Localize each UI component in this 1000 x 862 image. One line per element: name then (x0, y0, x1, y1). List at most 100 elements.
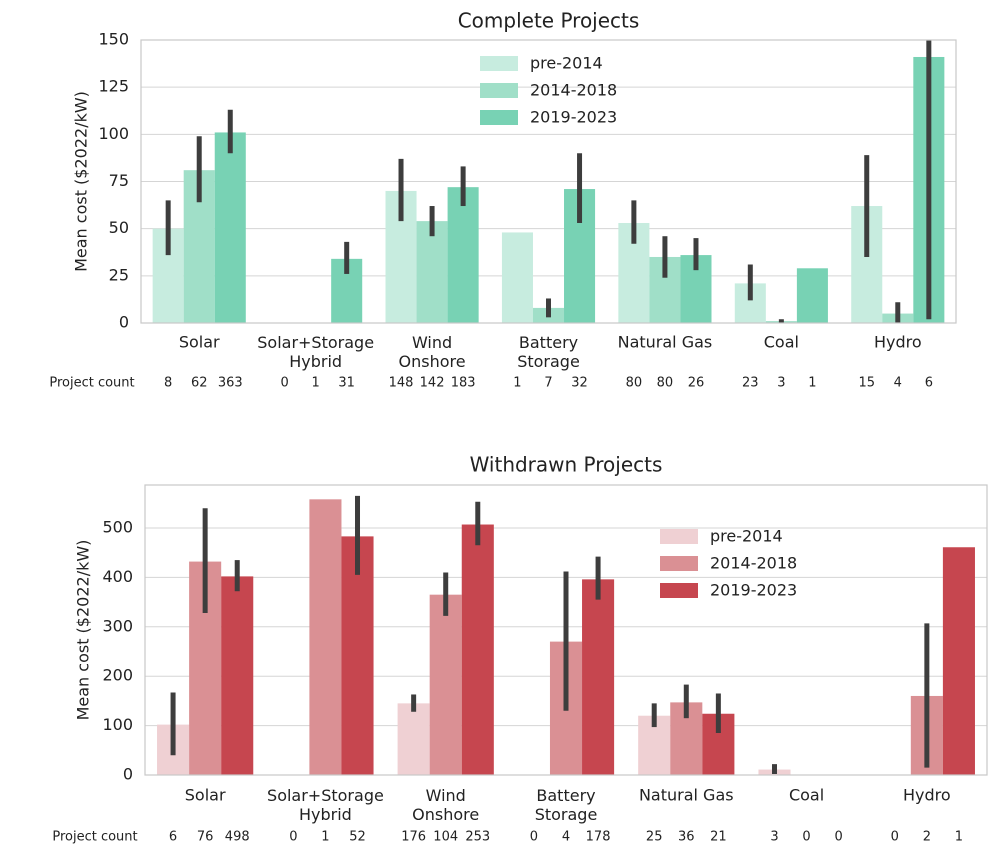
count-value: 183 (451, 376, 476, 391)
y-tick-label: 75 (109, 171, 129, 190)
x-tick-label: Solar+Storage Hybrid (267, 786, 384, 824)
count-value: 0 (289, 830, 297, 845)
count-value: 15 (858, 376, 875, 391)
x-tick-label: Wind Onshore (412, 786, 479, 824)
x-tick-label: Natural Gas (639, 786, 734, 805)
legend-swatch (480, 110, 518, 125)
chart-title: Complete Projects (458, 9, 640, 33)
y-tick-label: 25 (109, 265, 129, 284)
x-tick-label: Hydro (874, 333, 922, 352)
count-value: 80 (626, 376, 643, 391)
x-tick-label: Solar (179, 333, 220, 352)
count-value: 176 (401, 830, 426, 845)
legend-swatch (480, 56, 518, 71)
y-tick-label: 0 (123, 765, 133, 784)
chart-title: Withdrawn Projects (470, 453, 663, 477)
count-value: 4 (562, 830, 570, 845)
bar (501, 232, 533, 323)
y-tick-label: 200 (102, 666, 133, 685)
count-label: Project count (52, 830, 137, 845)
x-tick-label: Coal (764, 333, 799, 352)
count-value: 31 (338, 376, 355, 391)
y-tick-label: 100 (102, 715, 133, 734)
count-value: 148 (389, 376, 414, 391)
count-value: 363 (218, 376, 243, 391)
x-tick-label: Hydro (903, 786, 951, 805)
count-value: 253 (465, 830, 490, 845)
legend-label: 2019-2023 (530, 108, 617, 127)
count-value: 178 (586, 830, 611, 845)
count-value: 25 (646, 830, 663, 845)
y-tick-label: 400 (102, 567, 133, 586)
y-tick-label: 100 (98, 124, 129, 143)
bar (447, 187, 479, 323)
bar (214, 132, 246, 323)
x-tick-label: Battery Storage (535, 786, 598, 824)
plot-border (140, 39, 957, 324)
bar (942, 547, 975, 775)
bar (582, 579, 615, 775)
count-value: 1 (312, 376, 320, 391)
legend-label: 2014-2018 (710, 554, 797, 573)
x-tick-label: Natural Gas (618, 333, 713, 352)
count-value: 6 (169, 830, 177, 845)
count-value: 52 (349, 830, 366, 845)
count-value: 1 (321, 830, 329, 845)
count-value: 8 (164, 376, 172, 391)
legend-swatch (660, 556, 698, 571)
count-value: 3 (777, 376, 785, 391)
x-tick-label: Coal (789, 786, 824, 805)
count-value: 6 (925, 376, 933, 391)
count-value: 32 (571, 376, 588, 391)
bar (796, 268, 828, 323)
count-value: 62 (191, 376, 208, 391)
legend-swatch (660, 583, 698, 598)
x-tick-label: Solar+Storage Hybrid (257, 333, 374, 371)
count-value: 498 (225, 830, 250, 845)
count-value: 142 (420, 376, 445, 391)
count-value: 0 (530, 830, 538, 845)
x-tick-label: Solar (185, 786, 226, 805)
bar (221, 576, 254, 775)
bar (461, 524, 494, 775)
x-tick-label: Battery Storage (517, 333, 580, 371)
y-axis-label: Mean cost ($2022/kW) (74, 540, 93, 721)
y-tick-label: 500 (102, 517, 133, 536)
y-tick-label: 125 (98, 77, 129, 96)
plot-area (152, 40, 945, 323)
legend-label: 2014-2018 (530, 81, 617, 100)
y-tick-label: 50 (109, 218, 129, 237)
legend-label: pre-2014 (710, 527, 783, 546)
legend-label: pre-2014 (530, 54, 603, 73)
plot-area (157, 495, 975, 775)
count-value: 3 (770, 830, 778, 845)
legend-label: 2019-2023 (710, 581, 797, 600)
count-value: 26 (688, 376, 705, 391)
count-value: 7 (544, 376, 552, 391)
y-axis-label: Mean cost ($2022/kW) (72, 91, 91, 272)
count-value: 2 (923, 830, 931, 845)
bar (309, 499, 342, 775)
count-value: 0 (835, 830, 843, 845)
bar (416, 221, 448, 323)
bar (341, 536, 374, 775)
bar (429, 594, 462, 775)
count-value: 0 (802, 830, 810, 845)
x-tick-label: Wind Onshore (399, 333, 466, 371)
y-tick-label: 150 (98, 30, 129, 49)
legend-swatch (660, 529, 698, 544)
y-tick-label: 300 (102, 616, 133, 635)
bar (397, 703, 430, 775)
count-value: 1 (955, 830, 963, 845)
count-value: 76 (197, 830, 214, 845)
count-value: 1 (808, 376, 816, 391)
count-value: 36 (678, 830, 695, 845)
count-value: 1 (513, 376, 521, 391)
count-value: 80 (657, 376, 674, 391)
legend-swatch (480, 83, 518, 98)
count-value: 0 (280, 376, 288, 391)
count-value: 21 (710, 830, 727, 845)
count-value: 23 (742, 376, 759, 391)
plot-border (144, 484, 988, 776)
